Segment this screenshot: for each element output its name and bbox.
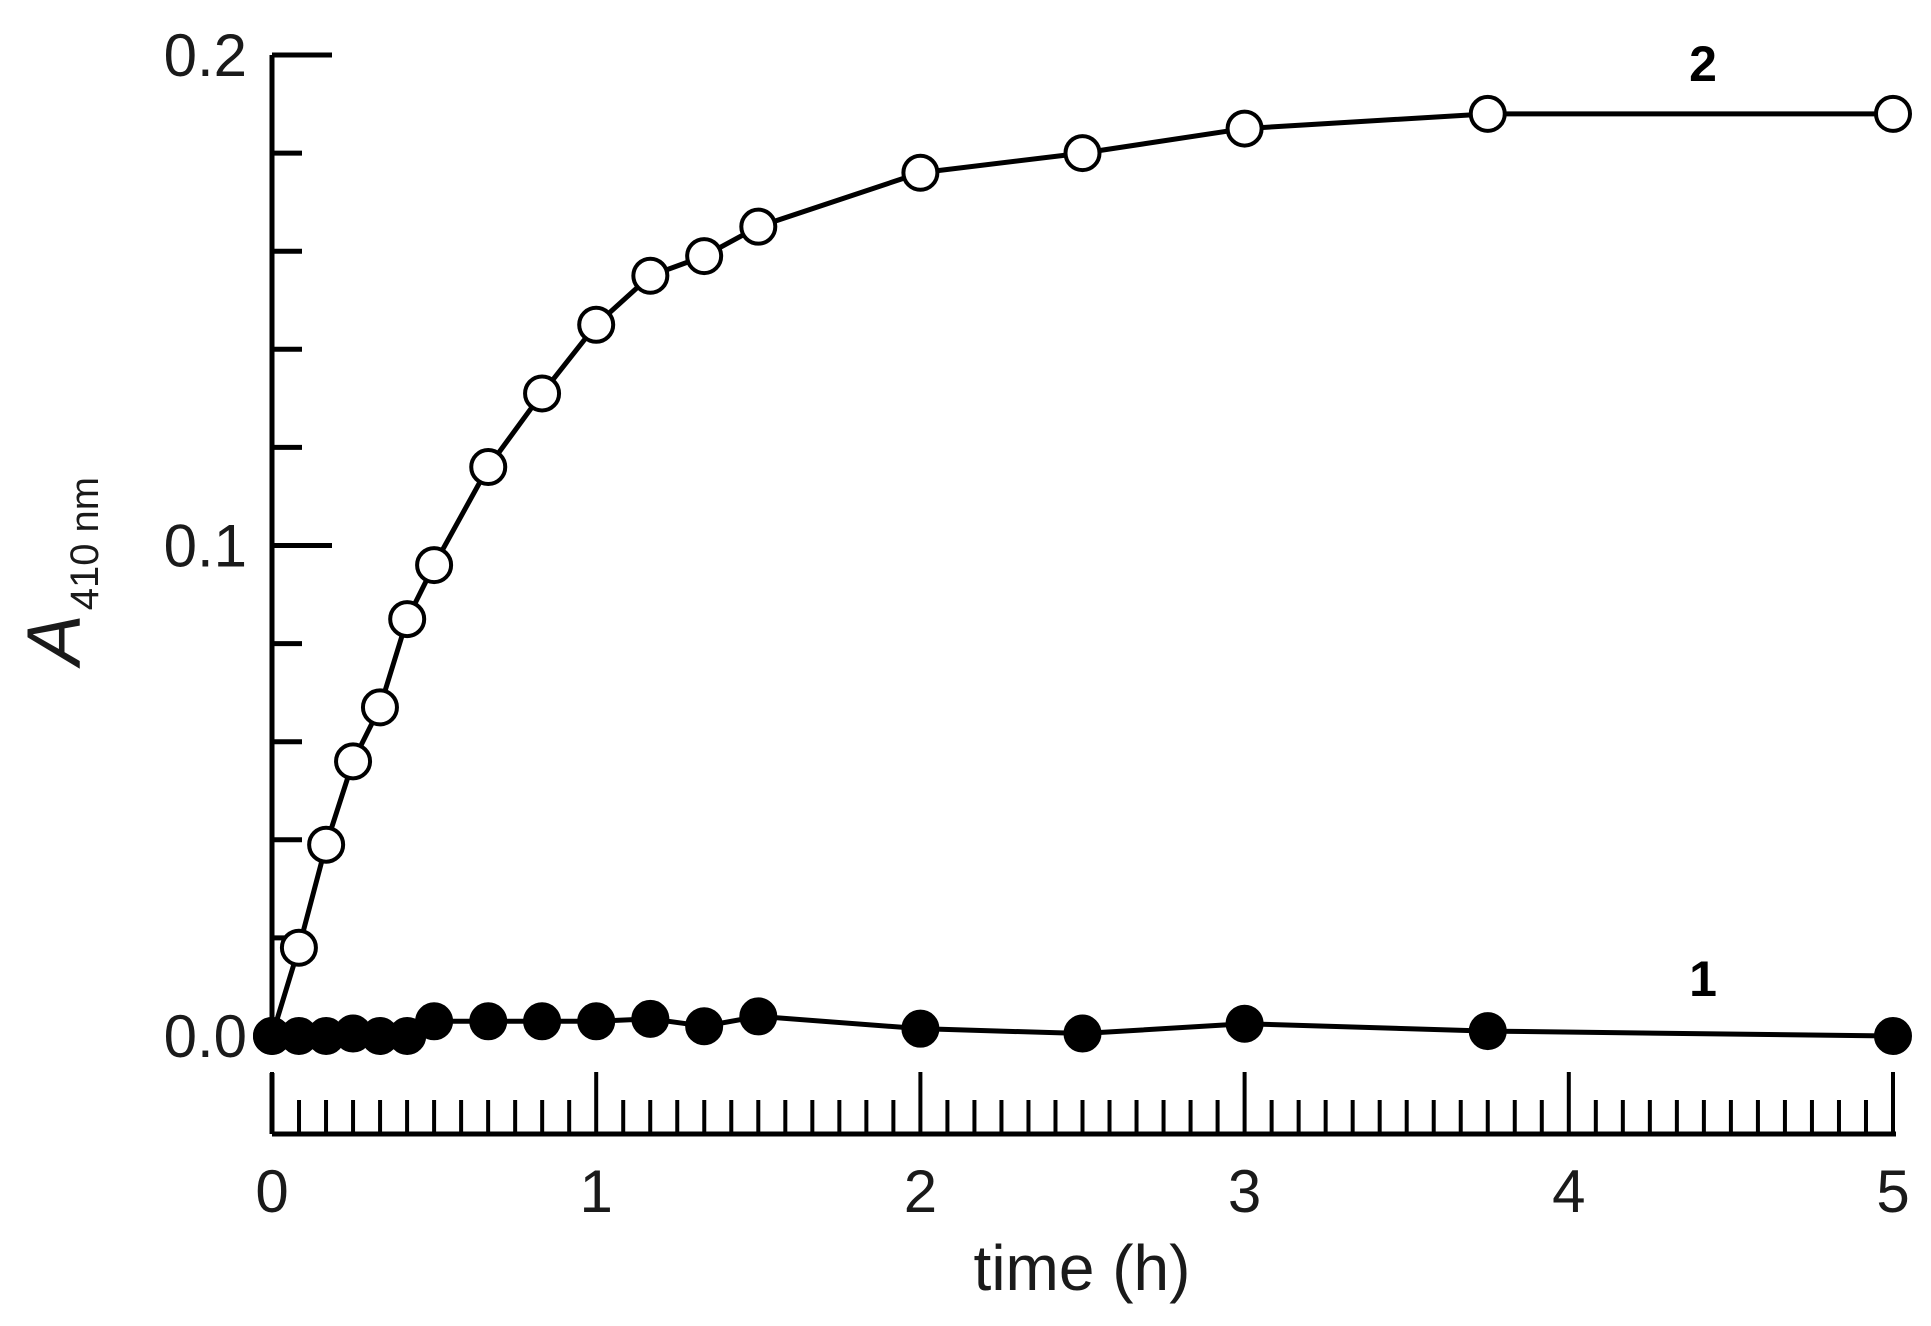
- y-axis-title-subscript: 410 nm: [63, 477, 107, 610]
- x-axis-title: time (h): [974, 1232, 1191, 1304]
- data-point-series-2: [577, 305, 616, 344]
- x-tick-label: 0: [255, 1158, 288, 1225]
- data-point-series-1: [1063, 1014, 1102, 1053]
- data-point-series-2: [631, 256, 670, 295]
- data-point-series-2: [307, 825, 346, 864]
- y-tick-label: 0.0: [164, 1003, 247, 1070]
- data-point-series-2: [523, 374, 562, 413]
- x-tick-label: 3: [1228, 1158, 1261, 1225]
- labels-group: 0.0 0.1 0.2 0 1 2 3 4 5 time (h) A410 nm 2 1: [12, 22, 1910, 1304]
- data-point-series-2: [685, 237, 724, 276]
- x-tick-label: 4: [1552, 1158, 1585, 1225]
- x-tick-label: 5: [1876, 1158, 1909, 1225]
- data-point-series-2: [1063, 134, 1102, 173]
- data-point-series-1: [685, 1007, 724, 1046]
- data-point-series-1: [739, 997, 778, 1036]
- x-tick-label: 1: [580, 1158, 613, 1225]
- data-point-series-2: [334, 742, 373, 781]
- series-label-2: 2: [1689, 36, 1717, 92]
- data-point-series-1: [1874, 1017, 1912, 1055]
- data-point-series-1: [469, 1002, 508, 1041]
- data-point-series-2: [1225, 109, 1264, 148]
- data-point-series-1: [901, 1009, 940, 1048]
- data-point-series-2: [360, 688, 399, 727]
- data-point-series-1: [1225, 1004, 1264, 1043]
- axes-group: [269, 52, 1896, 1137]
- y-axis-title: A410 nm: [12, 477, 107, 669]
- data-point-series-1: [1468, 1012, 1507, 1051]
- y-axis-title-main: A: [12, 614, 97, 669]
- data-point-series-2: [279, 928, 318, 967]
- data-point-series-1: [577, 1002, 616, 1041]
- data-point-series-2: [1468, 94, 1507, 133]
- data-point-series-2: [901, 153, 940, 192]
- data-point-series-2: [388, 600, 427, 639]
- data-point-series-1: [631, 999, 670, 1038]
- data-point-series-1: [523, 1002, 562, 1041]
- series-layer: [253, 94, 1912, 1055]
- data-point-series-2: [739, 207, 778, 246]
- series-line-2: [269, 111, 1893, 1037]
- data-point-series-1: [415, 1002, 454, 1041]
- y-tick-label: 0.2: [164, 22, 247, 89]
- data-point-series-2: [469, 448, 508, 487]
- series-label-1: 1: [1689, 951, 1717, 1007]
- data-point-series-2: [1874, 94, 1912, 133]
- data-point-series-2: [415, 546, 454, 585]
- y-tick-label: 0.1: [164, 513, 247, 580]
- x-tick-label: 2: [904, 1158, 937, 1225]
